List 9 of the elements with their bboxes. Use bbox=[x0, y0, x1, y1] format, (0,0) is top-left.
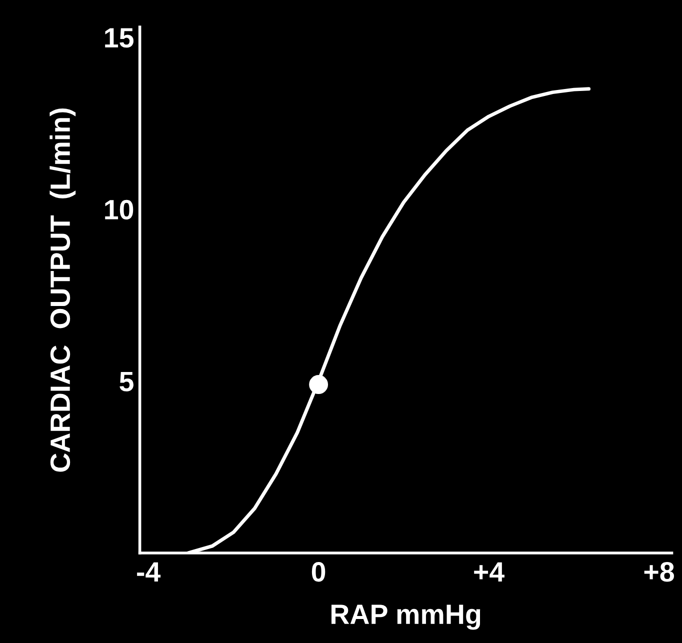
y-tick-label: 10 bbox=[105, 200, 134, 220]
y-tick-label: 5 bbox=[120, 372, 134, 392]
x-tick-label: +4 bbox=[474, 562, 504, 582]
x-tick-label: +8 bbox=[644, 562, 674, 582]
y-tick-label: 15 bbox=[105, 28, 134, 48]
x-tick-label: -4 bbox=[137, 562, 161, 582]
y-axis-title: CARDIAC OUTPUT (L/min) bbox=[50, 108, 76, 472]
x-axis-title: RAP mmHg bbox=[331, 604, 480, 630]
x-tick-label: 0 bbox=[312, 562, 326, 582]
